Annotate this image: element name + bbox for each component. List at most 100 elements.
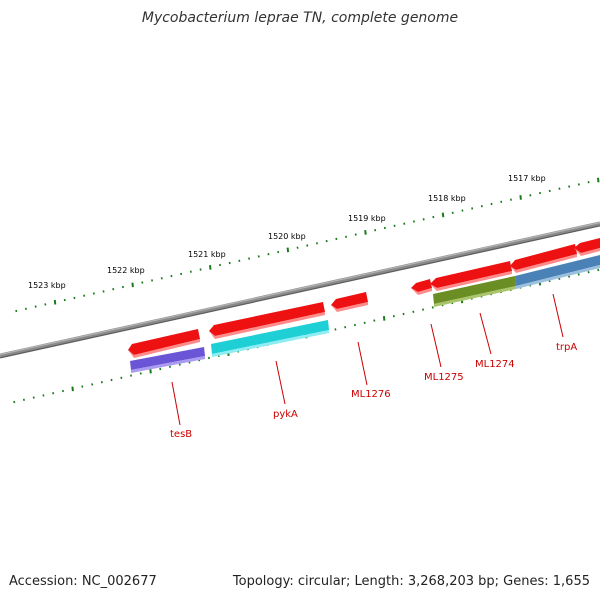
inner-tick-mark xyxy=(130,374,133,377)
outer-tick-mark xyxy=(34,305,37,308)
inner-tick-mark xyxy=(91,383,94,386)
outer-tick-mark xyxy=(441,212,445,218)
inner-tick-mark xyxy=(100,381,103,384)
outer-tick-mark xyxy=(529,194,532,197)
kbp-label-1518: 1518 kbp xyxy=(428,194,466,203)
outer-tick-mark xyxy=(180,272,183,276)
outer-tick-mark xyxy=(53,299,57,305)
outer-tick-mark xyxy=(286,247,290,253)
inner-tick-mark xyxy=(13,400,16,404)
outer-tick-mark xyxy=(121,285,124,289)
outer-tick-mark xyxy=(587,181,590,184)
inner-tick-mark xyxy=(52,392,55,395)
inner-tick-mark xyxy=(577,273,580,276)
outer-tick-mark xyxy=(141,281,144,284)
inner-tick-mark xyxy=(353,323,356,327)
outer-tick-mark xyxy=(471,207,474,210)
outer-tick-mark xyxy=(267,253,270,256)
inner-tick-mark xyxy=(587,271,590,274)
inner-tick-mark xyxy=(120,376,123,379)
cds-arrows xyxy=(128,238,600,358)
inner-tick-mark xyxy=(568,275,571,278)
inner-tick-mark xyxy=(373,319,376,322)
outer-tick-mark xyxy=(102,290,105,293)
outer-tick-mark xyxy=(83,294,86,297)
outer-tick-mark xyxy=(238,259,241,262)
kbp-labels: 1523 kbp 1522 kbp 1521 kbp 1520 kbp 1519… xyxy=(28,174,546,290)
outer-tick-mark xyxy=(131,282,134,288)
outer-tick-mark xyxy=(354,233,357,236)
outer-tick-mark xyxy=(228,261,231,265)
inner-tick-mark xyxy=(81,385,84,388)
label-leaders xyxy=(171,293,564,426)
inner-tick-mark xyxy=(139,372,142,375)
outer-tick-mark xyxy=(403,222,406,225)
outer-tick-mark xyxy=(73,296,76,300)
inner-tick-mark xyxy=(431,306,434,309)
outer-tick-mark xyxy=(112,288,115,291)
outer-tick-mark xyxy=(432,215,435,219)
outer-tick-mark xyxy=(539,191,542,195)
inner-tick-mark xyxy=(597,268,600,272)
outer-tick-mark xyxy=(412,220,415,223)
gene-block-trpA xyxy=(515,255,600,289)
outer-tick-mark xyxy=(44,303,47,306)
outer-tick-mark xyxy=(461,209,464,212)
gene-block-ML1274 xyxy=(433,276,516,307)
inner-tick-mark xyxy=(32,396,35,399)
outer-tick-mark xyxy=(24,307,27,310)
inner-tick-mark xyxy=(71,386,74,392)
inner-tick-mark xyxy=(22,398,25,401)
genome-summary: Topology: circular; Length: 3,268,203 bp… xyxy=(232,574,590,589)
cds-arrow-edge xyxy=(574,238,600,256)
outer-tick-mark xyxy=(597,177,600,183)
gene-block-tesB xyxy=(130,347,205,373)
outer-tick-mark xyxy=(209,264,212,270)
outer-tick-mark xyxy=(199,268,202,271)
outer-tick-mark xyxy=(63,298,66,302)
cds-arrow-ML1274-region xyxy=(430,261,512,291)
outer-tick-mark xyxy=(345,235,348,238)
inner-tick-mark xyxy=(422,308,425,311)
gene-label-ML1275: ML1275 xyxy=(424,372,464,383)
inner-tick-mark xyxy=(392,315,395,318)
outer-tick-mark xyxy=(218,263,221,267)
outer-tick-mark xyxy=(189,270,192,273)
accession-label: Accession: NC_002677 xyxy=(9,574,157,589)
outer-tick-mark xyxy=(422,218,425,221)
outer-tick-mark xyxy=(509,198,512,201)
outer-tick-mark xyxy=(451,211,454,214)
outer-tick-mark xyxy=(335,237,338,241)
outer-tick-mark xyxy=(92,292,95,295)
cds-arrow-ML1276-region xyxy=(331,292,368,312)
inner-tick-mark xyxy=(61,389,64,393)
inner-tick-mark xyxy=(159,367,162,371)
outer-tick-mark xyxy=(248,257,251,260)
inner-tick-mark xyxy=(344,326,347,329)
inner-tick-mark xyxy=(149,368,152,374)
outer-tick-mark xyxy=(490,202,493,206)
kbp-label-1522: 1522 kbp xyxy=(107,266,145,275)
genome-backbone xyxy=(0,221,600,359)
kbp-label-1519: 1519 kbp xyxy=(348,214,386,223)
kbp-label-1520: 1520 kbp xyxy=(268,232,306,241)
map-title: Mycobacterium leprae TN, complete genome xyxy=(141,10,459,26)
outer-tick-mark xyxy=(577,183,580,186)
inner-tick-mark xyxy=(334,328,337,331)
outer-tick-ring xyxy=(15,177,600,313)
inner-tick-mark xyxy=(42,394,45,397)
outer-tick-mark xyxy=(364,230,367,235)
outer-tick-mark xyxy=(257,255,260,258)
outer-tick-mark xyxy=(15,309,18,313)
outer-tick-mark xyxy=(315,242,318,245)
outer-tick-mark xyxy=(480,205,483,208)
kbp-label-1521: 1521 kbp xyxy=(188,250,226,259)
inner-tick-mark xyxy=(363,321,366,324)
outer-tick-mark xyxy=(296,246,299,249)
outer-tick-mark xyxy=(393,224,396,227)
gene-label-trpA: trpA xyxy=(556,342,577,353)
outer-tick-mark xyxy=(374,229,377,232)
outer-tick-mark xyxy=(170,274,173,278)
outer-tick-mark xyxy=(519,195,522,200)
